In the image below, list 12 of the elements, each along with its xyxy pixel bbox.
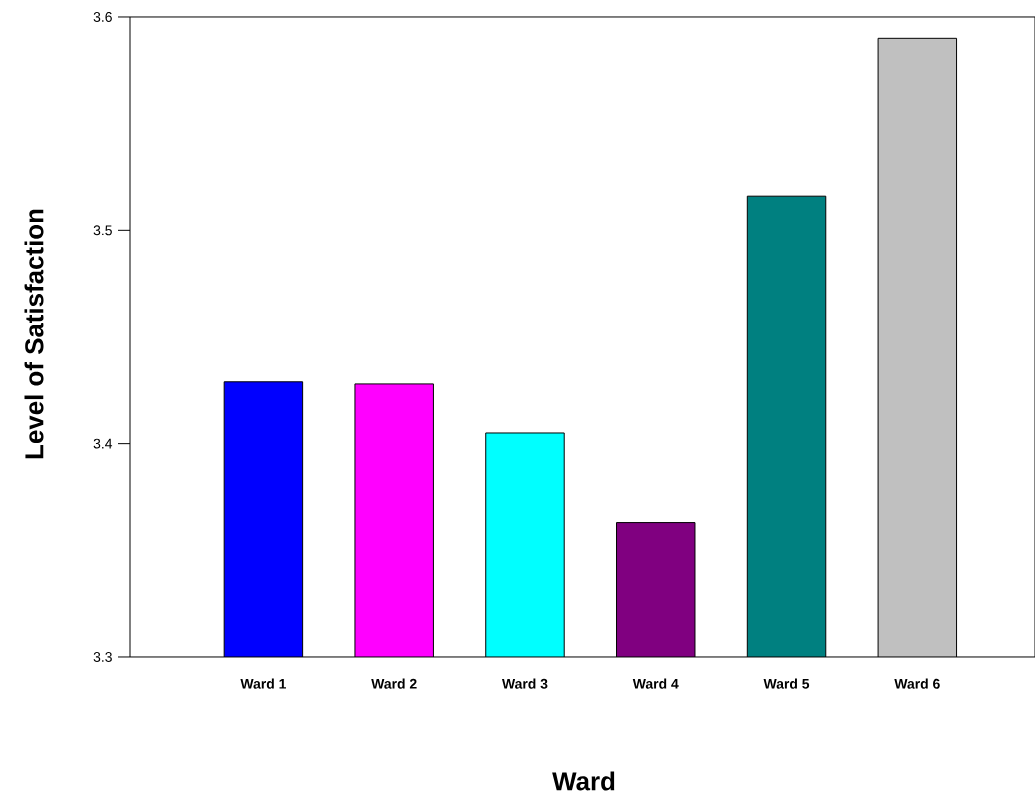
y-tick-label: 3.3 bbox=[93, 652, 112, 662]
y-tick-label: 3.5 bbox=[93, 225, 112, 236]
y-tick-label: 3.4 bbox=[93, 438, 113, 449]
x-tick-label: Ward 4 bbox=[632, 678, 679, 689]
x-tick-label: Ward 2 bbox=[371, 678, 417, 689]
x-tick-label: Ward 6 bbox=[894, 678, 940, 689]
x-tick-label: Ward 3 bbox=[501, 678, 548, 689]
y-tick-label: 3.6 bbox=[93, 12, 112, 22]
x-tick-label: Ward 5 bbox=[763, 678, 810, 689]
x-axis-title: Ward bbox=[552, 771, 615, 791]
x-tick-label: Ward 1 bbox=[240, 678, 287, 689]
y-axis-title: Level of Satisfaction bbox=[24, 209, 44, 459]
